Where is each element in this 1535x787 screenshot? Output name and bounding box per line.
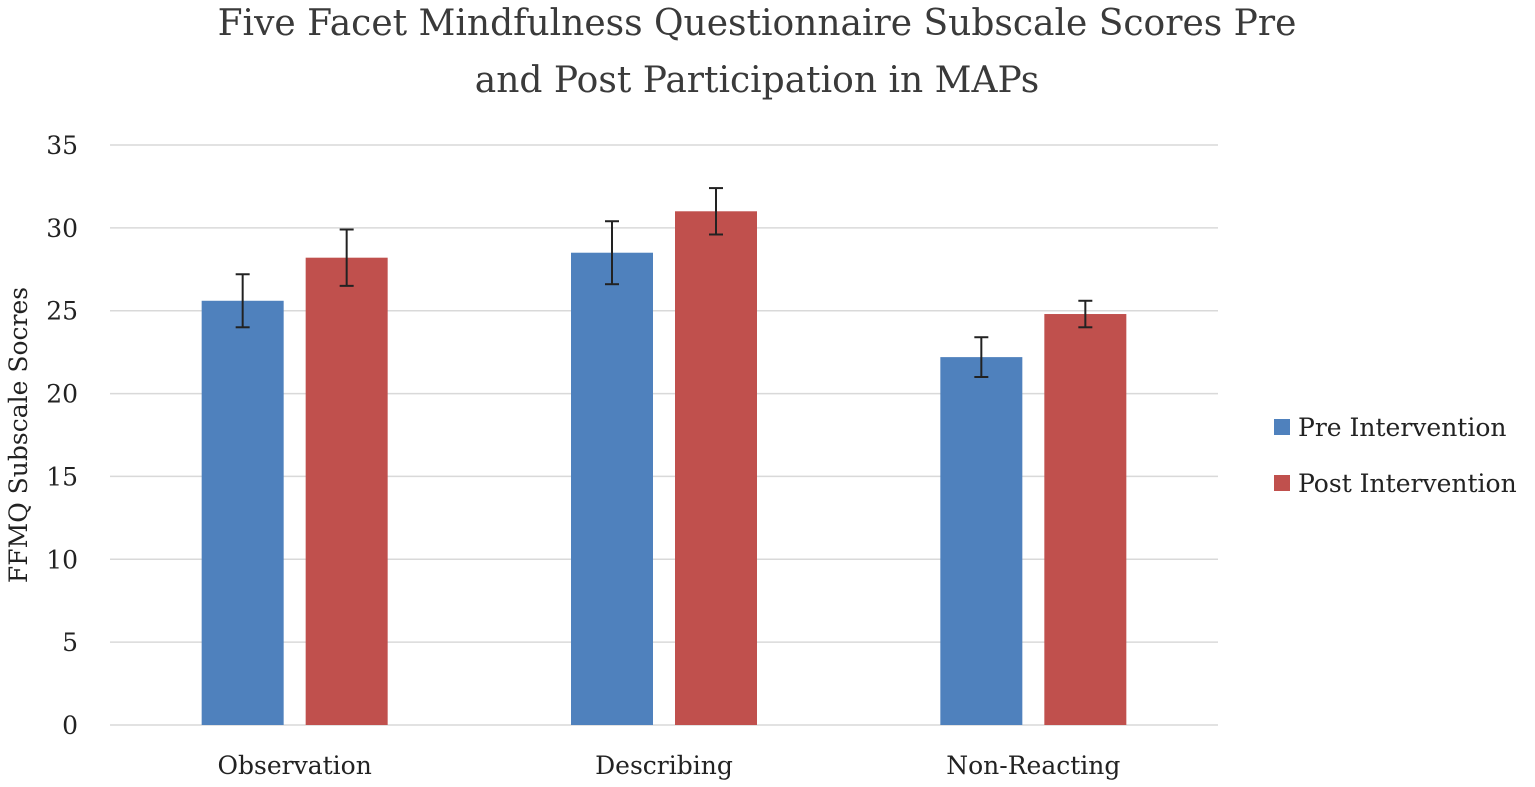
chart-title-line-2: and Post Participation in MAPs (475, 60, 1039, 101)
error-bar-describing-post (709, 187, 723, 236)
y-tick-label-25: 25 (46, 297, 78, 326)
chart-title-line-1: Five Facet Mindfulness Questionnaire Sub… (218, 3, 1297, 44)
y-tick-label-0: 0 (62, 711, 78, 740)
bar-non-reacting-post (1044, 314, 1127, 725)
y-axis-title: FFMQ Subscale Socres (4, 287, 33, 583)
bar-observation-pre (201, 300, 284, 725)
bar-observation-post (305, 257, 388, 725)
error-bar-non-reacting-pre (974, 336, 989, 378)
y-tick-label-30: 30 (46, 214, 78, 243)
y-tick-label-15: 15 (46, 462, 78, 491)
error-bar-non-reacting-post (1078, 299, 1093, 329)
error-bar-observation-pre (235, 273, 250, 329)
legend: Pre Intervention Post Intervention (1274, 413, 1517, 498)
y-axis-ticks: 0 5 10 15 20 25 30 35 (46, 131, 78, 740)
chart-title: Five Facet Mindfulness Questionnaire Sub… (218, 3, 1297, 101)
y-tick-label-5: 5 (62, 628, 78, 657)
legend-swatch-pre (1274, 419, 1290, 435)
legend-swatch-post (1274, 475, 1290, 491)
y-tick-label-20: 20 (46, 380, 78, 409)
error-bars (235, 187, 1093, 378)
gridlines (110, 144, 1218, 726)
bars (201, 211, 1127, 726)
y-tick-label-35: 35 (46, 131, 78, 160)
error-bar-describing-pre (605, 220, 619, 286)
error-bar-observation-post (339, 228, 354, 287)
x-category-label-describing: Describing (595, 751, 733, 780)
bar-describing-pre (571, 252, 653, 725)
bar-non-reacting-pre (940, 357, 1023, 725)
bar-describing-post (675, 211, 757, 726)
x-axis-categories: Observation Describing Non-Reacting (218, 751, 1121, 780)
x-category-label-observation: Observation (218, 751, 372, 780)
legend-label-post: Post Intervention (1298, 469, 1517, 498)
y-tick-label-10: 10 (46, 545, 78, 574)
x-category-label-non-reacting: Non-Reacting (946, 751, 1120, 780)
legend-label-pre: Pre Intervention (1298, 413, 1507, 442)
